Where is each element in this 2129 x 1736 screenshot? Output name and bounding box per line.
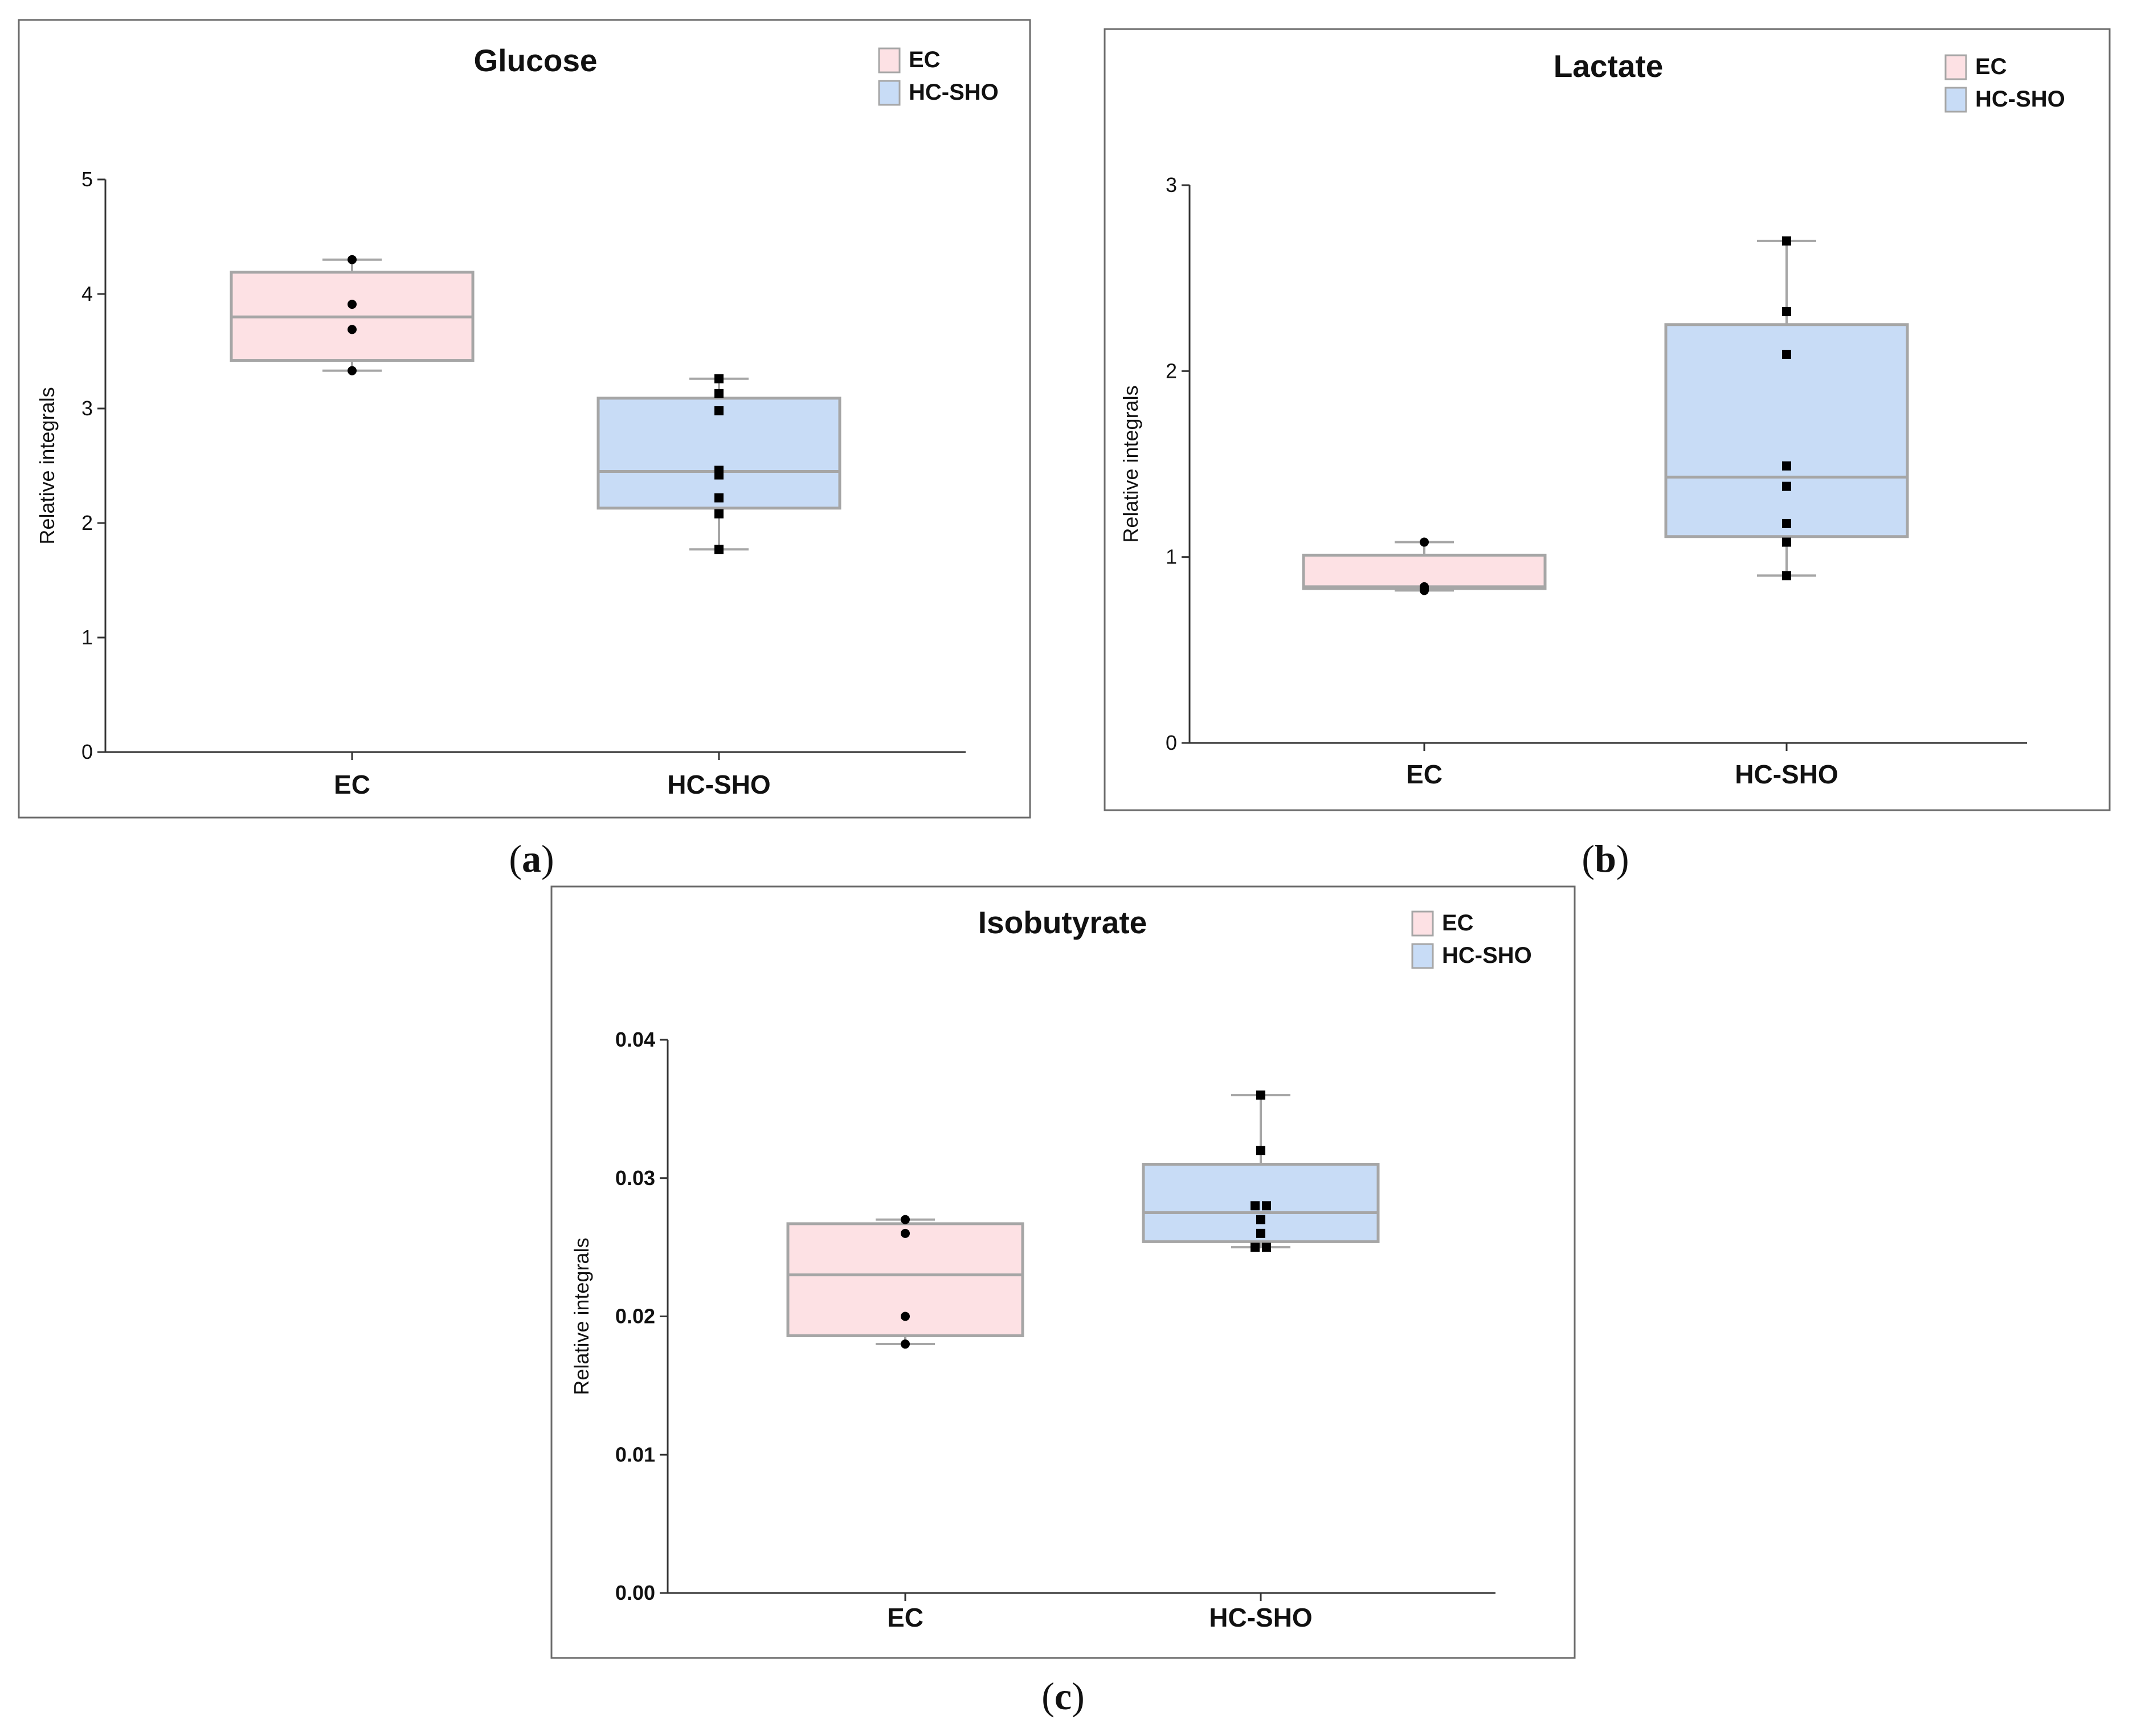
data-point [1256,1228,1265,1238]
box-hc-sho [1664,236,1909,581]
data-point [348,255,357,264]
data-point [1782,349,1791,359]
data-point [901,1215,910,1224]
legend-label-hc-sho: HC-SHO [1442,943,1532,968]
legend-swatch-hc-sho [878,80,901,106]
y-tick-label: 2 [81,511,93,534]
chart-title: Glucose [473,43,597,78]
data-point [714,545,724,554]
x-tick-label-ec: EC [1406,759,1443,789]
legend-label-ec: EC [1442,910,1474,936]
data-point [1782,481,1791,491]
legend: EC HC-SHO [1944,54,2065,113]
y-axis-label: Relative integrals [570,1237,593,1395]
caption: (a) [509,837,554,880]
box-ec [230,255,475,375]
legend: EC HC-SHO [878,47,999,106]
caption: (b) [1582,837,1629,880]
box-body [1142,1162,1380,1243]
chart-title: Lactate [1554,48,1664,84]
y-tick-label: 4 [81,282,93,305]
x-tick-label-hc-sho: HC-SHO [1735,759,1838,789]
chart-frame [18,19,1031,819]
data-point [1262,1201,1271,1211]
y-axis-label: Relative integrals [35,387,59,544]
data-point [901,1228,910,1238]
y-axis-label: Relative integrals [1119,385,1142,542]
box-body [596,397,841,510]
data-point [714,374,724,383]
caption: (c) [1041,1674,1085,1718]
data-point [1420,584,1429,594]
data-point [348,366,357,375]
chart-isobutyrate: Isobutyrate EC HC-SHO 0.00 0.01 0.02 0.03 0.04 R… [550,885,1576,1659]
chart-title: Isobutyrate [978,905,1147,940]
x-tick-label-hc-sho: HC-SHO [1209,1603,1312,1632]
y-tick-label: 3 [81,397,93,420]
data-point [1251,1243,1260,1252]
x-tick-label-hc-sho: HC-SHO [667,770,770,799]
box-hc-sho [1142,1090,1380,1252]
legend-label-ec: EC [1975,54,2007,79]
data-point [714,389,724,398]
y-tick-label: 0.02 [615,1305,655,1328]
legend: EC HC-SHO [1411,910,1532,969]
legend-swatch-ec [1944,54,1967,80]
data-point [1420,537,1429,547]
data-point [1782,236,1791,246]
x-tick-label-ec: EC [334,770,370,799]
y-tick-label: 0 [81,740,93,763]
data-point [1256,1215,1265,1224]
box-ec [786,1215,1024,1349]
y-tick-label: 0 [1166,731,1177,754]
data-point [714,470,724,480]
chart-glucose: Glucose EC HC-SHO 0 1 2 3 4 5 Relative integrals E… [18,19,1031,819]
data-point [714,509,724,518]
chart-frame [550,885,1576,1659]
legend-label-hc-sho: HC-SHO [909,80,999,105]
data-point [714,406,724,416]
data-point [1782,307,1791,316]
data-point [901,1312,910,1321]
data-point [348,300,357,309]
data-point [714,493,724,503]
legend-swatch-ec [878,47,901,73]
legend-label-hc-sho: HC-SHO [1975,87,2065,112]
legend-swatch-hc-sho [1944,87,1967,113]
chart-lactate: Lactate EC HC-SHO 0 1 2 3 Relative integrals EC H… [1104,28,2111,811]
data-point [348,325,357,334]
data-point [1782,518,1791,528]
box-ec [1302,537,1547,595]
y-tick-label: 0.01 [615,1443,655,1466]
chart-frame [1104,28,2111,811]
data-point [1782,571,1791,581]
box-body [1664,323,1909,538]
y-tick-label: 5 [81,168,93,191]
y-tick-label: 2 [1166,359,1177,382]
data-point [1782,461,1791,471]
y-tick-label: 3 [1166,173,1177,197]
legend-swatch-ec [1411,910,1434,937]
legend-swatch-hc-sho [1411,943,1434,969]
x-tick-label-ec: EC [887,1603,923,1632]
y-tick-label: 1 [1166,545,1177,569]
data-point [1262,1243,1271,1252]
data-point [1256,1146,1265,1155]
data-point [1256,1090,1265,1100]
y-tick-label: 0.04 [615,1028,655,1051]
y-tick-label: 0.03 [615,1166,655,1190]
data-point [901,1339,910,1349]
y-tick-label: 1 [81,626,93,649]
data-point [1251,1201,1260,1211]
box-hc-sho [596,374,841,554]
y-tick-label: 0.00 [615,1581,655,1604]
data-point [1782,537,1791,547]
legend-label-ec: EC [909,47,941,72]
